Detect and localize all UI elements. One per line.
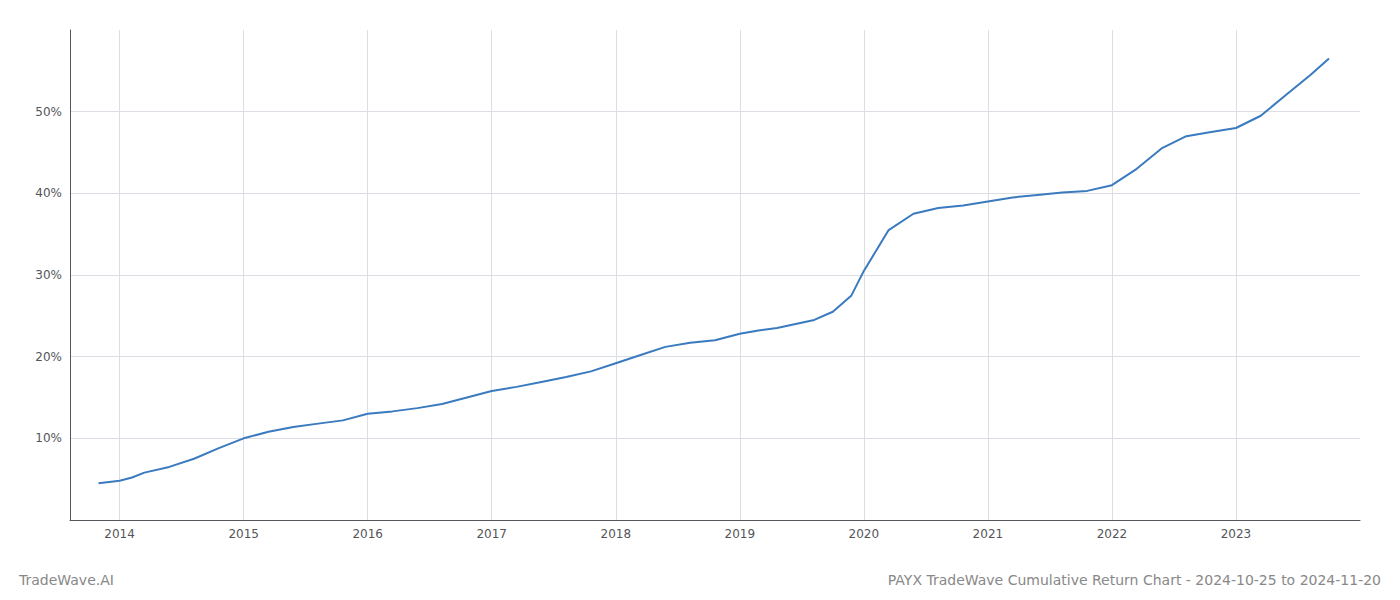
svg-text:2015: 2015 — [228, 527, 259, 541]
svg-text:2018: 2018 — [600, 527, 631, 541]
svg-text:40%: 40% — [35, 186, 62, 200]
svg-text:2014: 2014 — [104, 527, 135, 541]
svg-text:50%: 50% — [35, 105, 62, 119]
svg-text:10%: 10% — [35, 431, 62, 445]
svg-text:TradeWave.AI: TradeWave.AI — [18, 572, 114, 588]
svg-text:20%: 20% — [35, 350, 62, 364]
svg-text:PAYX TradeWave Cumulative Retu: PAYX TradeWave Cumulative Return Chart -… — [888, 572, 1381, 588]
svg-text:2021: 2021 — [973, 527, 1004, 541]
svg-text:30%: 30% — [35, 268, 62, 282]
svg-text:2017: 2017 — [476, 527, 507, 541]
svg-text:2019: 2019 — [725, 527, 756, 541]
svg-text:2022: 2022 — [1097, 527, 1128, 541]
svg-text:2023: 2023 — [1221, 527, 1252, 541]
svg-text:2016: 2016 — [352, 527, 383, 541]
svg-text:2020: 2020 — [849, 527, 880, 541]
